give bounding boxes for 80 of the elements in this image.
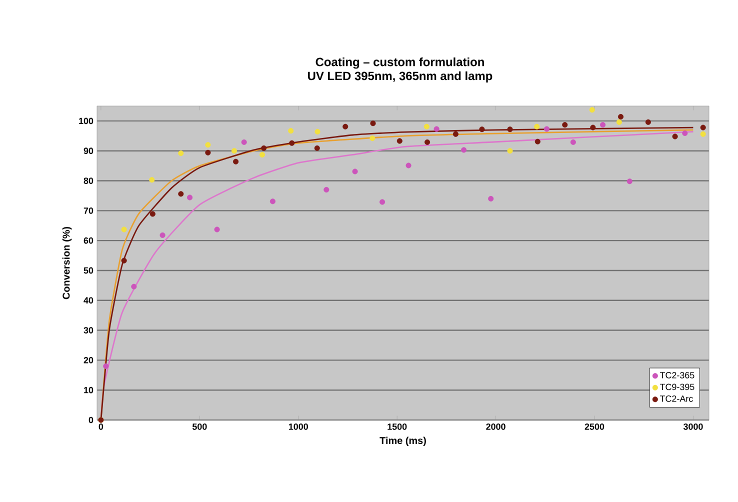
legend-label: TC2-Arc [660, 395, 693, 402]
point [618, 114, 624, 120]
point [314, 145, 320, 151]
point [241, 139, 247, 145]
point [288, 128, 294, 134]
point [150, 211, 156, 217]
y-tick-label: 100 [79, 118, 94, 124]
point [479, 126, 485, 132]
y-tick-label: 80 [84, 178, 94, 184]
point [396, 138, 402, 144]
point [379, 199, 386, 205]
point [205, 150, 211, 156]
point [289, 140, 295, 146]
chart-title: Coating – custom formulation UV LED 395nm, 365nm and lamp [308, 57, 492, 83]
y-tick-label: 50 [84, 267, 94, 274]
point [507, 126, 513, 132]
point [370, 136, 376, 142]
y-tick-label: 40 [84, 297, 94, 304]
point [314, 128, 320, 135]
legend-label: TC9-395 [660, 384, 694, 390]
y-tick-label: 30 [84, 327, 94, 334]
point [261, 145, 267, 151]
point [214, 226, 220, 232]
point [121, 258, 127, 264]
point [259, 152, 266, 158]
y-tick-label: 60 [84, 237, 94, 244]
point [370, 120, 376, 126]
x-tick-label: 3000 [683, 424, 703, 430]
x-tick-label: 1000 [288, 424, 308, 430]
point [488, 196, 494, 202]
point [700, 124, 706, 130]
point [616, 119, 622, 125]
x-tick-label: 2500 [584, 424, 604, 430]
point [600, 122, 606, 128]
point [626, 178, 632, 184]
point [324, 186, 330, 193]
point [570, 139, 576, 145]
point [149, 177, 155, 183]
x-tick-label: 0 [98, 424, 104, 430]
point [424, 139, 430, 145]
y-axis-title: Conversion (%) [62, 226, 72, 300]
point [131, 284, 137, 290]
y-tick-label: 70 [84, 207, 94, 214]
x-tick-label: 500 [192, 424, 207, 430]
point [121, 226, 127, 232]
point [682, 130, 688, 136]
point [434, 126, 440, 132]
y-tick-label: 90 [84, 148, 94, 154]
x-tick-label: 1500 [388, 424, 407, 430]
point [205, 142, 211, 148]
point [424, 124, 430, 130]
point [562, 122, 568, 128]
y-tick-label: 0 [88, 416, 94, 424]
x-tick-label: 2000 [486, 424, 506, 430]
point [645, 119, 651, 125]
point [700, 131, 706, 137]
point [672, 134, 678, 140]
point [406, 162, 412, 168]
point [103, 363, 109, 369]
point [544, 126, 550, 132]
point [352, 168, 358, 174]
x-axis-title: Time (ms) [380, 436, 426, 446]
point [590, 124, 596, 130]
point [232, 158, 239, 164]
y-tick-label: 20 [84, 357, 94, 364]
point [178, 191, 184, 197]
point [160, 232, 166, 238]
point [187, 194, 193, 200]
point [452, 131, 459, 137]
point [231, 148, 237, 154]
point [461, 147, 467, 153]
point [589, 107, 595, 113]
point [342, 124, 348, 130]
y-tick-label: 10 [84, 386, 94, 394]
point [178, 150, 184, 156]
point [270, 198, 276, 204]
point [534, 138, 540, 144]
point [534, 124, 540, 130]
legend-label: TC2-365 [660, 372, 694, 378]
point [507, 148, 513, 154]
